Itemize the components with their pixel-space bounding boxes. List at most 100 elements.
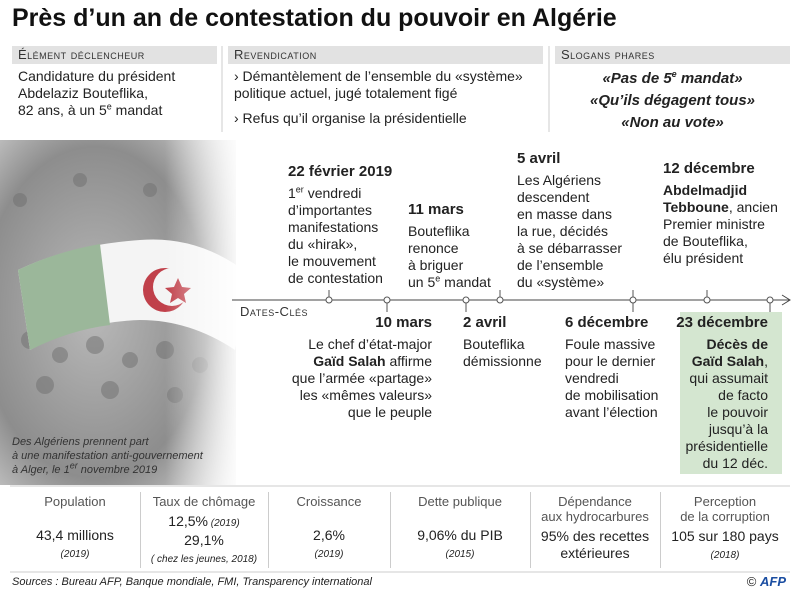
- timeline-arrow: [781, 294, 791, 306]
- text-segment: à Alger, le 1: [12, 464, 70, 476]
- text-line: que l’armée «partage»: [292, 370, 432, 387]
- text-segment: pour le dernier: [565, 353, 656, 369]
- text-line: (2019): [10, 544, 140, 563]
- text-segment: la rue, décidés: [517, 223, 609, 239]
- text-segment: un 5: [408, 274, 436, 290]
- text-segment: «Qu’ils dégagent tous»: [589, 92, 756, 109]
- text-segment: Tebboune: [663, 199, 729, 215]
- text-segment: «Non au vote»: [621, 114, 724, 131]
- event: 10 mars Le chef d’état-major Gaïd Salah af…: [292, 314, 432, 421]
- event-date: 23 décembre: [676, 314, 768, 331]
- text-line: Les Algériens: [517, 172, 622, 189]
- text-segment: ( chez les jeunes, 2018): [150, 554, 258, 565]
- stat: Taux de chômage 12,5% (2019) 29,1%( chez l…: [140, 494, 268, 566]
- stat-label: Taux de chômage: [140, 494, 268, 509]
- stat: Dette publique 9,06% du PIB (2015): [390, 494, 530, 566]
- text-segment: «Pas de 5: [602, 70, 672, 87]
- event: 23 décembre Décès de Gaïd Salah, qui assuma…: [676, 314, 768, 472]
- panel-heading: Slogans phares: [555, 46, 790, 64]
- title: Près d’un an de contestation du pouvoir …: [12, 4, 617, 32]
- text-segment: extérieures: [560, 545, 630, 561]
- stat-value: 105 sur 180 pays (2018): [660, 528, 790, 564]
- text-line: Tebboune, ancien: [663, 199, 778, 216]
- text-segment: d’importantes: [288, 202, 373, 218]
- text-segment: 105 sur 180 pays: [671, 528, 779, 544]
- event: 22 février 2019 1er vendredi d’importantes…: [288, 163, 392, 287]
- text-segment: Abdelmadjid: [663, 182, 748, 198]
- stat: Perception de la corruption 105 sur 180 pa…: [660, 494, 790, 566]
- text-segment: de Bouteflika,: [663, 233, 748, 249]
- text-line: de mobilisation: [565, 387, 658, 404]
- text-line: 9,06% du PIB: [390, 527, 530, 544]
- text-line: avant l’élection: [565, 404, 658, 421]
- text-line: Perception: [693, 494, 757, 509]
- text-segment: (2019): [60, 549, 90, 560]
- text-line: Le chef d’état-major: [292, 336, 432, 353]
- text-line: du «système»: [517, 274, 622, 291]
- text-line: (2019): [268, 544, 390, 563]
- text-segment: 12,5%: [168, 513, 208, 529]
- text-line: Taux de chômage: [152, 494, 256, 509]
- text-segment: jusqu’à la: [708, 421, 768, 437]
- photo-caption: Des Algériens prennent part à une manifes…: [12, 435, 203, 477]
- text-segment: 82 ans, à un 5: [18, 102, 107, 118]
- text-line: vendredi: [565, 370, 658, 387]
- text-line: descendent: [517, 189, 622, 206]
- text-line: de facto: [676, 387, 768, 404]
- text-line: pour le dernier: [565, 353, 658, 370]
- text-segment: du «système»: [517, 274, 605, 290]
- stat-label: Population: [10, 494, 140, 509]
- event: 12 décembre Abdelmadjid Tebboune, ancien Pr…: [663, 160, 778, 267]
- text-line: en masse dans: [517, 206, 622, 223]
- separator: [660, 492, 661, 568]
- text-segment: mandat: [111, 102, 163, 118]
- text-line: 12,5% (2019): [140, 513, 268, 532]
- stat-value: 43,4 millions (2019): [10, 527, 140, 563]
- text-line: les «mêmes valeurs»: [292, 387, 432, 404]
- timeline-label: Dates-Clés: [240, 304, 308, 319]
- panel-body: › Démantèlement de l’ensemble du «systèm…: [234, 68, 549, 127]
- text-line: (2018): [660, 545, 790, 564]
- text-segment: 43,4 millions: [36, 527, 114, 543]
- text-segment: Abdelaziz Bouteflika,: [18, 85, 148, 101]
- text-segment: Foule massive: [565, 336, 656, 352]
- stat-value: 12,5% (2019) 29,1%( chez les jeunes, 2018…: [140, 513, 268, 568]
- text-line: 105 sur 180 pays: [660, 528, 790, 545]
- text-segment: 2,6%: [313, 527, 345, 543]
- text-line: Décès de: [676, 336, 768, 353]
- text-line: 2,6%: [268, 527, 390, 544]
- sources: Sources : Bureau AFP, Banque mondiale, F…: [12, 576, 372, 588]
- text-line: à briguer: [408, 257, 491, 274]
- text-line: un 5e mandat: [408, 274, 491, 291]
- text-line: Dette publique: [418, 494, 502, 509]
- text-line: 1er vendredi: [288, 185, 392, 202]
- text-line: Premier ministre: [663, 216, 778, 233]
- text-line: de Bouteflika,: [663, 233, 778, 250]
- text-line: «Qu’ils dégagent tous»: [555, 90, 790, 112]
- text-line: politique actuel, jugé totalement figé: [234, 85, 549, 102]
- text-segment: manifestations: [288, 219, 379, 235]
- text-line: › Refus qu’il organise la présidentielle: [234, 110, 549, 127]
- text-segment: de facto: [718, 387, 768, 403]
- text-segment: (2019): [208, 518, 240, 529]
- stat-value: 2,6% (2019): [268, 527, 390, 563]
- text-segment: affirme: [385, 353, 432, 369]
- text-segment: de mobilisation: [565, 387, 659, 403]
- text-segment: à se débarrasser: [517, 240, 623, 256]
- event: 2 avril Bouteflika démissionne: [463, 314, 542, 370]
- text-segment: politique actuel, jugé totalement figé: [234, 85, 458, 101]
- timeline-ticks: [325, 290, 774, 312]
- text-segment: Gaïd Salah: [313, 353, 386, 369]
- text-line: ( chez les jeunes, 2018): [140, 549, 268, 568]
- text-segment: Le chef d’état-major: [308, 336, 432, 352]
- text-line: à Alger, le 1er novembre 2019: [12, 461, 203, 477]
- text-segment: e: [671, 69, 677, 79]
- text-line: de contestation: [288, 270, 392, 287]
- text-segment: (2019): [314, 549, 344, 560]
- text-segment: Candidature du président: [18, 68, 176, 84]
- text-segment: 9,06% du PIB: [417, 527, 503, 543]
- text-segment: novembre 2019: [77, 464, 158, 476]
- stat-value: 9,06% du PIB (2015): [390, 527, 530, 563]
- highlight-box: [680, 312, 782, 474]
- text-line: «Pas de 5e mandat»: [555, 68, 790, 90]
